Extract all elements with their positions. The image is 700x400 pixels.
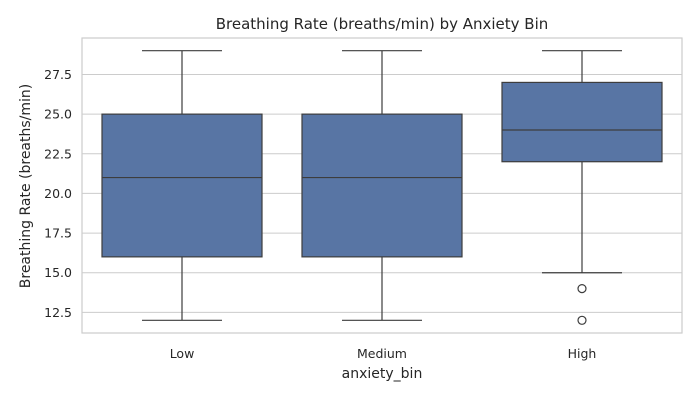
y-tick-label: 12.5 (44, 305, 72, 320)
chart-title: Breathing Rate (breaths/min) by Anxiety … (216, 15, 549, 33)
outlier-point (577, 315, 587, 325)
outlier-point (577, 283, 587, 294)
x-tick-label: High (568, 346, 597, 361)
x-tick-label: Low (170, 346, 195, 361)
iqr-box (101, 113, 263, 258)
iqr-box (501, 81, 663, 163)
y-tick-label: 20.0 (44, 186, 72, 201)
x-tick-labels: Low Medium High (170, 346, 597, 361)
y-tick-label: 25.0 (44, 107, 72, 122)
y-tick-labels: 12.5 15.0 17.5 20.0 22.5 25.0 27.5 (44, 67, 72, 320)
box-group-high (501, 50, 663, 325)
iqr-box (301, 113, 463, 258)
box-group-medium (301, 50, 463, 321)
y-axis-label: Breathing Rate (breaths/min) (18, 84, 34, 288)
y-tick-label: 22.5 (44, 146, 72, 161)
y-tick-label: 17.5 (44, 226, 72, 241)
y-tick-label: 15.0 (44, 265, 72, 280)
box-group-low (101, 50, 263, 321)
plot-frame (81, 37, 683, 334)
y-tick-label: 27.5 (44, 67, 72, 82)
x-axis-label: anxiety_bin (342, 366, 423, 382)
x-tick-label: Medium (357, 346, 407, 361)
boxes (101, 50, 663, 325)
